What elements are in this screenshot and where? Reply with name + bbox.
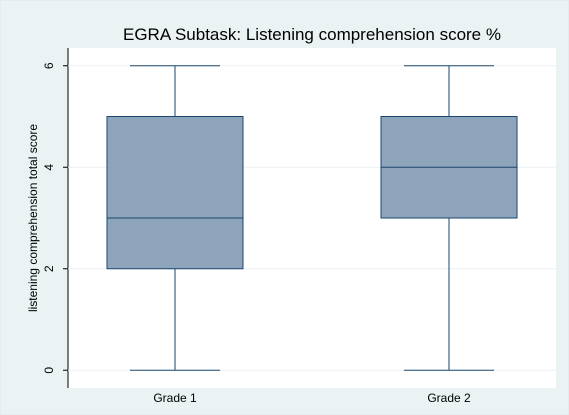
box (106, 116, 244, 270)
y-tick-label: 6 (42, 62, 56, 69)
y-tick-label: 2 (42, 265, 56, 272)
x-tick-label: Grade 2 (427, 391, 471, 405)
y-axis-label: listening comprehension total score (26, 124, 40, 312)
x-tick-label: Grade 1 (153, 391, 197, 405)
y-tick-label: 0 (42, 367, 56, 374)
y-tick-label: 4 (42, 164, 56, 171)
chart-title: EGRA Subtask: Listening comprehension sc… (123, 25, 501, 44)
